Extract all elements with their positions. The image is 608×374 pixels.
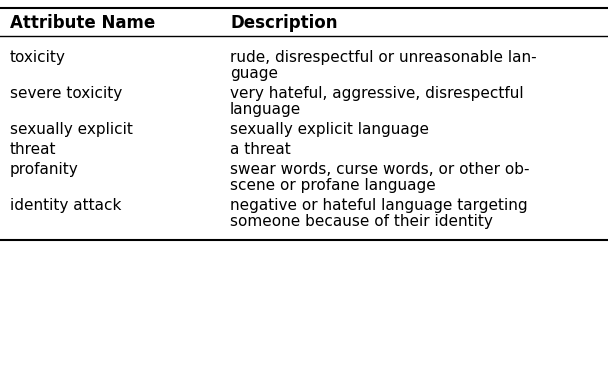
Text: swear words, curse words, or other ob-: swear words, curse words, or other ob- [230,162,530,177]
Text: language: language [230,102,301,117]
Text: profanity: profanity [10,162,79,177]
Text: Description: Description [230,14,337,32]
Text: sexually explicit: sexually explicit [10,122,133,137]
Text: identity attack: identity attack [10,198,122,213]
Text: Attribute Name: Attribute Name [10,14,155,32]
Text: negative or hateful language targeting: negative or hateful language targeting [230,198,528,213]
Text: someone because of their identity: someone because of their identity [230,214,493,229]
Text: severe toxicity: severe toxicity [10,86,122,101]
Text: a threat: a threat [230,142,291,157]
Text: very hateful, aggressive, disrespectful: very hateful, aggressive, disrespectful [230,86,523,101]
Text: guage: guage [230,66,278,81]
Text: toxicity: toxicity [10,50,66,65]
Text: sexually explicit language: sexually explicit language [230,122,429,137]
Text: threat: threat [10,142,57,157]
Text: scene or profane language: scene or profane language [230,178,436,193]
Text: rude, disrespectful or unreasonable lan-: rude, disrespectful or unreasonable lan- [230,50,537,65]
